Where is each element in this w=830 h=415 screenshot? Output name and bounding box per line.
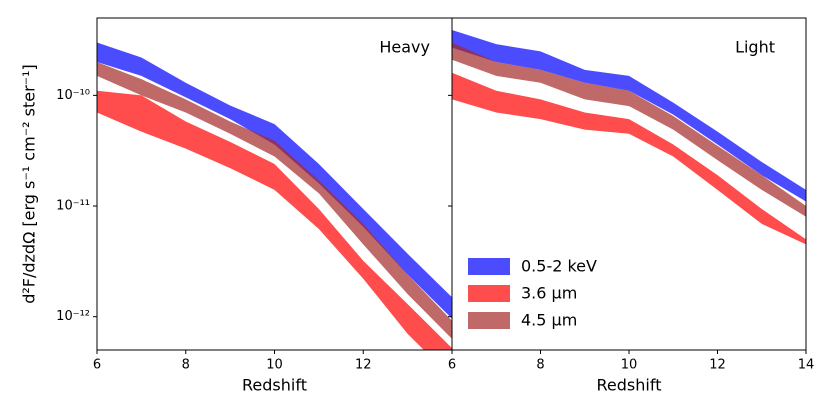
x-tick-label: 8 <box>182 358 190 373</box>
legend-swatch <box>468 312 510 329</box>
legend-label: 4.5 μm <box>521 311 577 330</box>
legend-swatch <box>468 285 510 302</box>
x-tick-label: 8 <box>536 358 544 373</box>
x-tick-label: 6 <box>93 358 101 373</box>
x-tick-label: 6 <box>448 358 456 373</box>
y-tick-label: 10⁻¹¹ <box>56 199 90 214</box>
x-tick-label: 12 <box>709 358 726 373</box>
band <box>452 72 806 245</box>
panel-title: Heavy <box>379 38 430 57</box>
band <box>452 42 806 217</box>
y-tick-label: 10⁻¹² <box>56 309 90 324</box>
legend-label: 3.6 μm <box>521 284 577 303</box>
plot-area <box>97 42 452 350</box>
y-axis-label: d²F/dzdΩ [erg s⁻¹ cm⁻² ster⁻¹] <box>20 64 39 304</box>
x-tick-label: 10 <box>266 358 283 373</box>
band <box>97 62 452 339</box>
plot-area <box>452 29 806 245</box>
x-tick-label: 10 <box>621 358 638 373</box>
legend-swatch <box>468 258 510 275</box>
band <box>97 90 452 350</box>
legend-label: 0.5-2 keV <box>521 257 597 276</box>
x-tick-label: 14 <box>798 358 815 373</box>
x-tick-label: 12 <box>355 358 372 373</box>
y-tick-label: 10⁻¹⁰ <box>56 88 90 103</box>
band <box>97 42 452 319</box>
x-axis-label: Redshift <box>242 376 307 395</box>
panel-title: Light <box>735 38 775 57</box>
band <box>452 29 806 202</box>
x-axis-label: Redshift <box>597 376 662 395</box>
